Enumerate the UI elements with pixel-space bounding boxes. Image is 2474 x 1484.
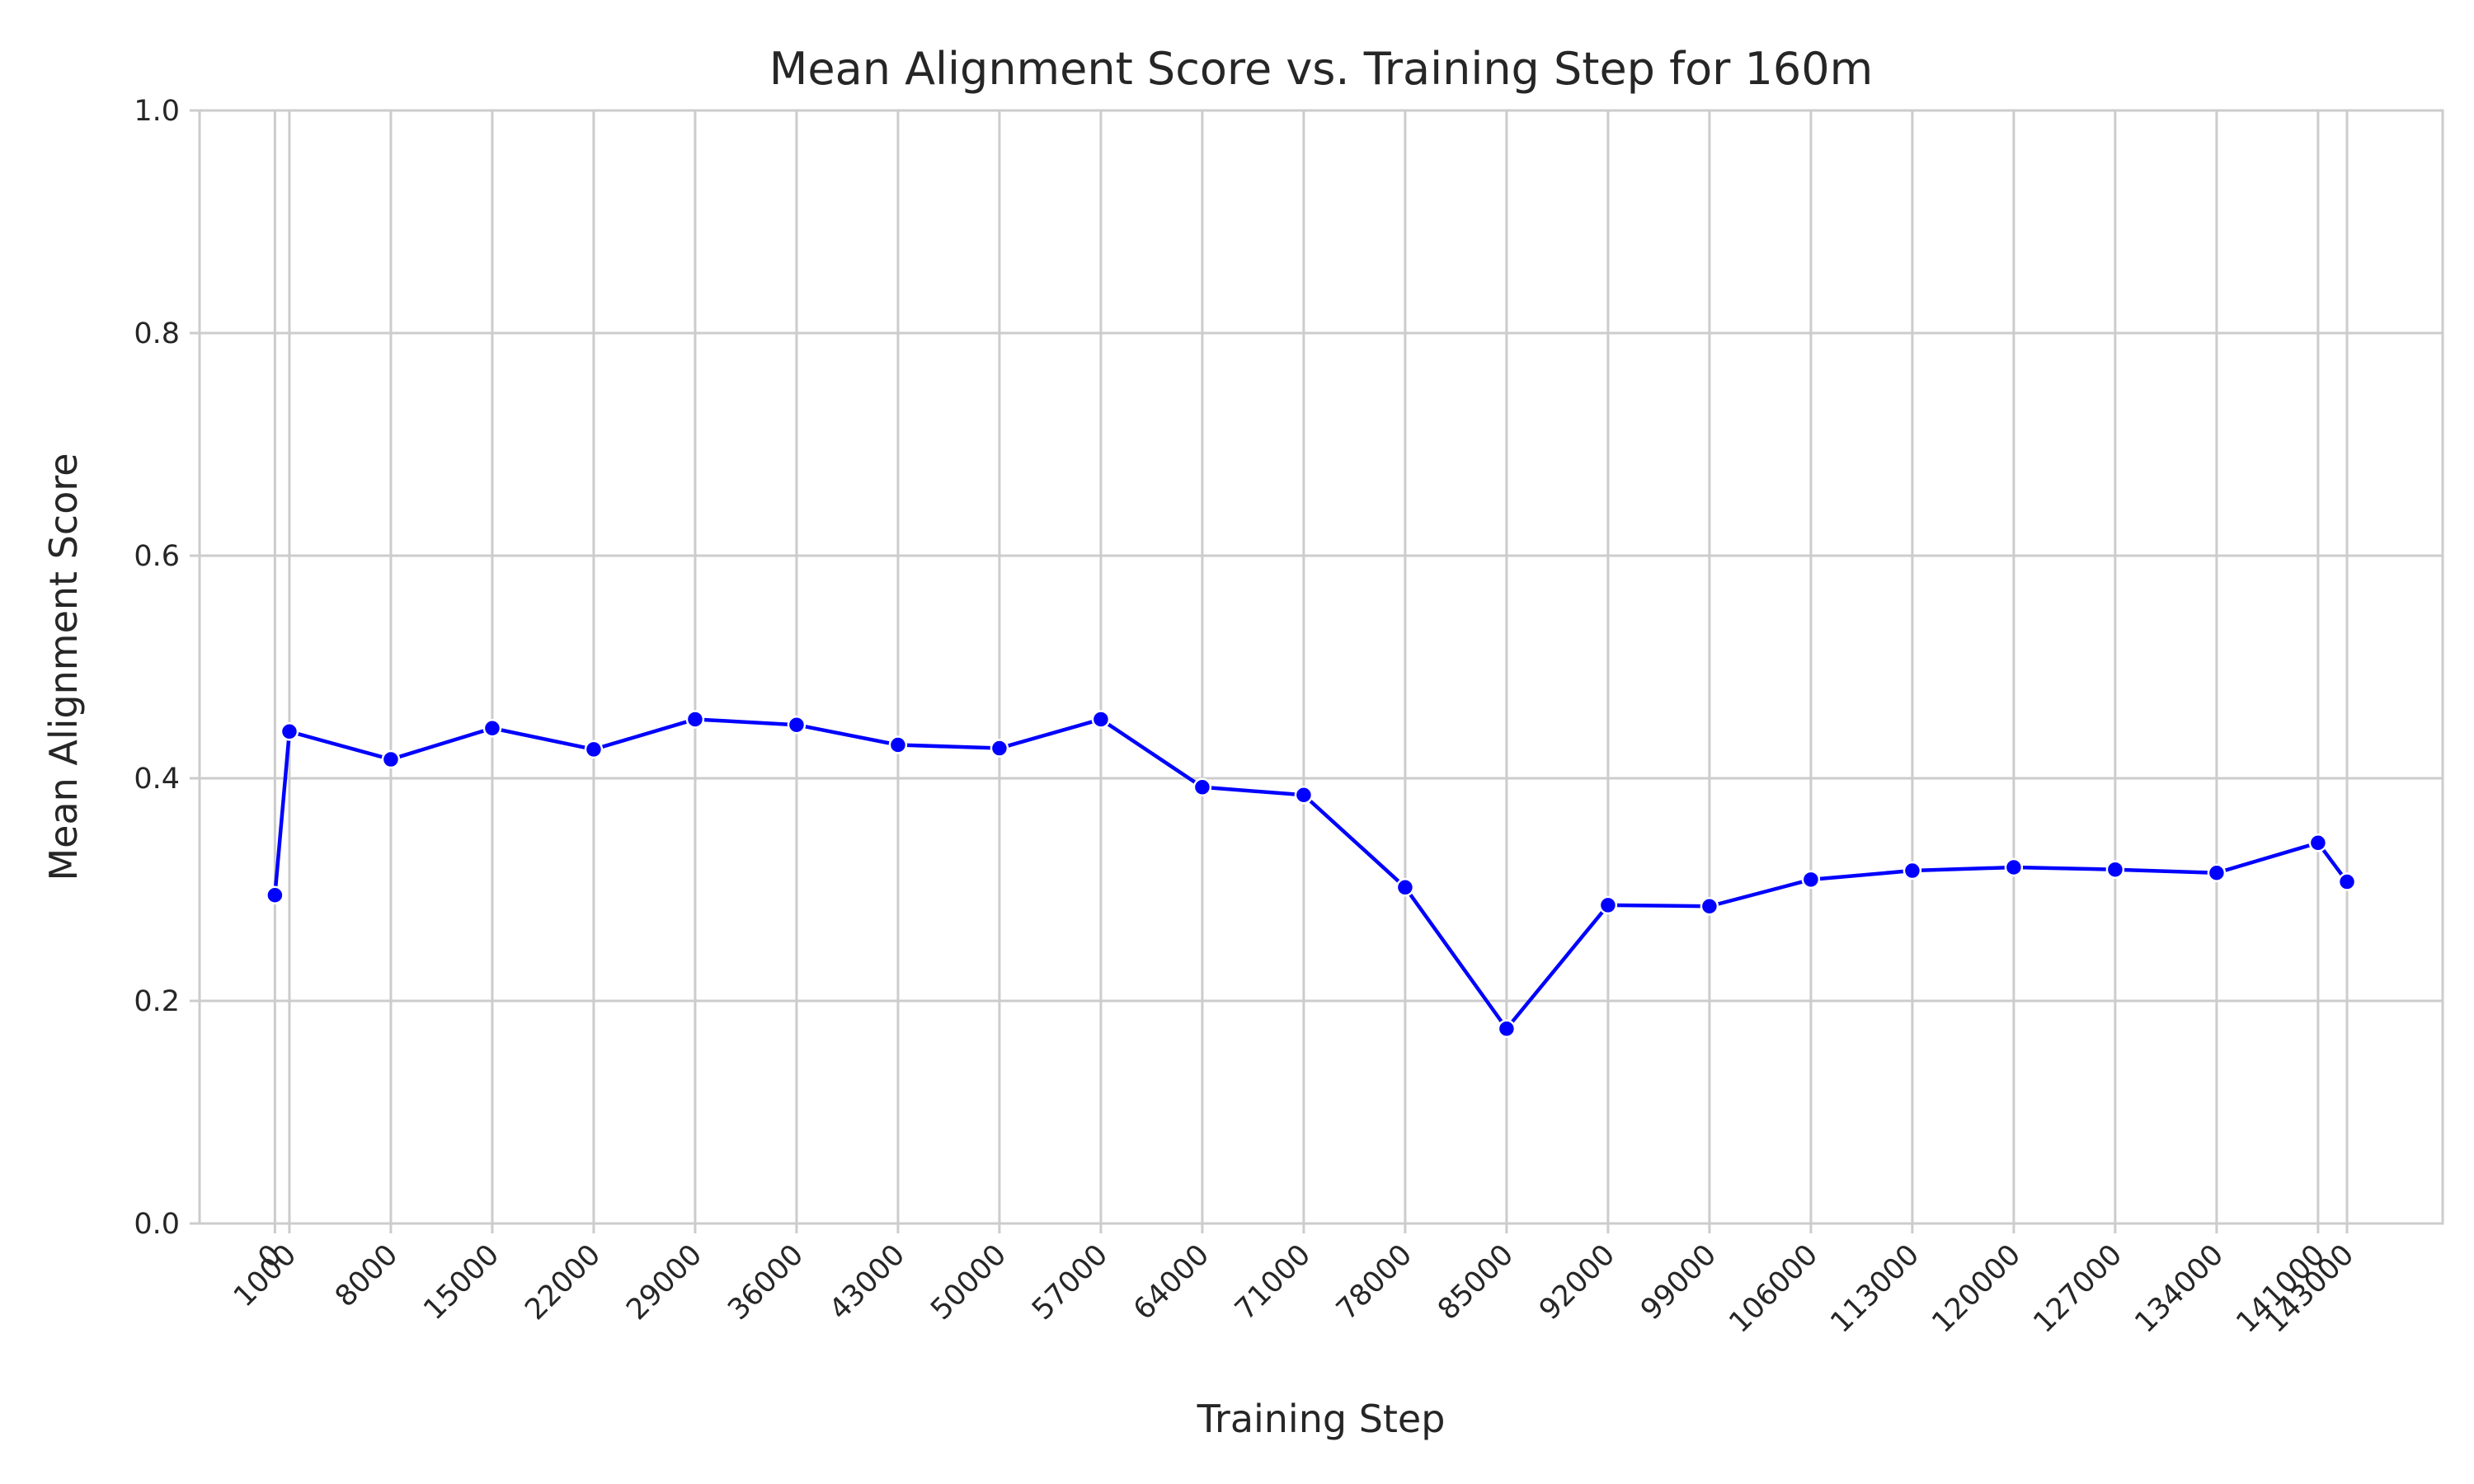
data-point — [1700, 897, 1719, 916]
y-tick-label: 0.2 — [134, 985, 180, 1018]
data-point — [685, 710, 705, 729]
x-tick-label: 113000 — [1825, 1238, 1926, 1340]
data-point — [2207, 863, 2227, 882]
data-point — [2004, 857, 2024, 877]
chart-title: Mean Alignment Score vs. Training Step f… — [769, 43, 1873, 95]
data-point — [787, 715, 807, 735]
x-tick-label: 92000 — [1533, 1238, 1621, 1327]
data-point — [1192, 777, 1212, 797]
x-tick-label: 71000 — [1229, 1238, 1317, 1327]
x-tick-label: 106000 — [1724, 1238, 1825, 1340]
y-tick-labels: 0.0 0.2 0.4 0.6 0.8 1.0 — [134, 95, 200, 1241]
series-line — [273, 717, 2349, 1031]
data-point — [1801, 870, 1821, 890]
x-tick-label: 134000 — [2128, 1238, 2230, 1340]
data-point — [990, 739, 1009, 758]
y-tick-label: 0.6 — [134, 540, 180, 573]
x-tick-label: 43000 — [823, 1238, 911, 1327]
y-tick-label: 1.0 — [134, 95, 180, 128]
data-point — [2337, 872, 2357, 891]
data-point — [266, 885, 285, 904]
plot-frame — [198, 109, 2444, 1225]
grid-layer — [200, 109, 2443, 1225]
data-point — [280, 722, 299, 741]
data-point — [1091, 710, 1111, 729]
x-tick-label: 78000 — [1330, 1238, 1418, 1327]
x-tick-label: 85000 — [1432, 1238, 1520, 1327]
data-point — [482, 719, 502, 738]
data-point — [584, 740, 604, 759]
x-tick-label: 57000 — [1026, 1238, 1114, 1327]
data-point — [888, 735, 908, 754]
data-point — [1598, 895, 1618, 915]
data-point — [2308, 834, 2328, 852]
y-tick-label: 0.8 — [134, 317, 180, 350]
x-tick-label: 127000 — [2027, 1238, 2128, 1340]
series-layer — [266, 710, 2357, 1038]
data-point — [381, 749, 401, 769]
x-tick-label: 64000 — [1127, 1238, 1216, 1327]
x-tick-label: 22000 — [519, 1238, 607, 1327]
x-tick-label: 8000 — [329, 1238, 404, 1313]
x-tick-label: 36000 — [722, 1238, 810, 1327]
x-tick-label: 29000 — [620, 1238, 708, 1327]
y-tick-label: 0.4 — [134, 763, 180, 796]
x-tick-label: 50000 — [924, 1238, 1013, 1327]
x-tick-label: 15000 — [417, 1238, 506, 1327]
y-tick-label: 0.0 — [134, 1208, 180, 1241]
x-tick-label: 99000 — [1634, 1238, 1723, 1327]
data-point — [1497, 1019, 1517, 1038]
data-point — [1395, 878, 1415, 897]
x-axis-label: Training Step — [1197, 1397, 1446, 1441]
y-axis-label: Mean Alignment Score — [41, 453, 86, 881]
data-point — [2105, 860, 2125, 879]
data-point — [1903, 861, 1922, 881]
x-tick-label: 120000 — [1926, 1238, 2028, 1340]
data-point — [1294, 786, 1314, 805]
